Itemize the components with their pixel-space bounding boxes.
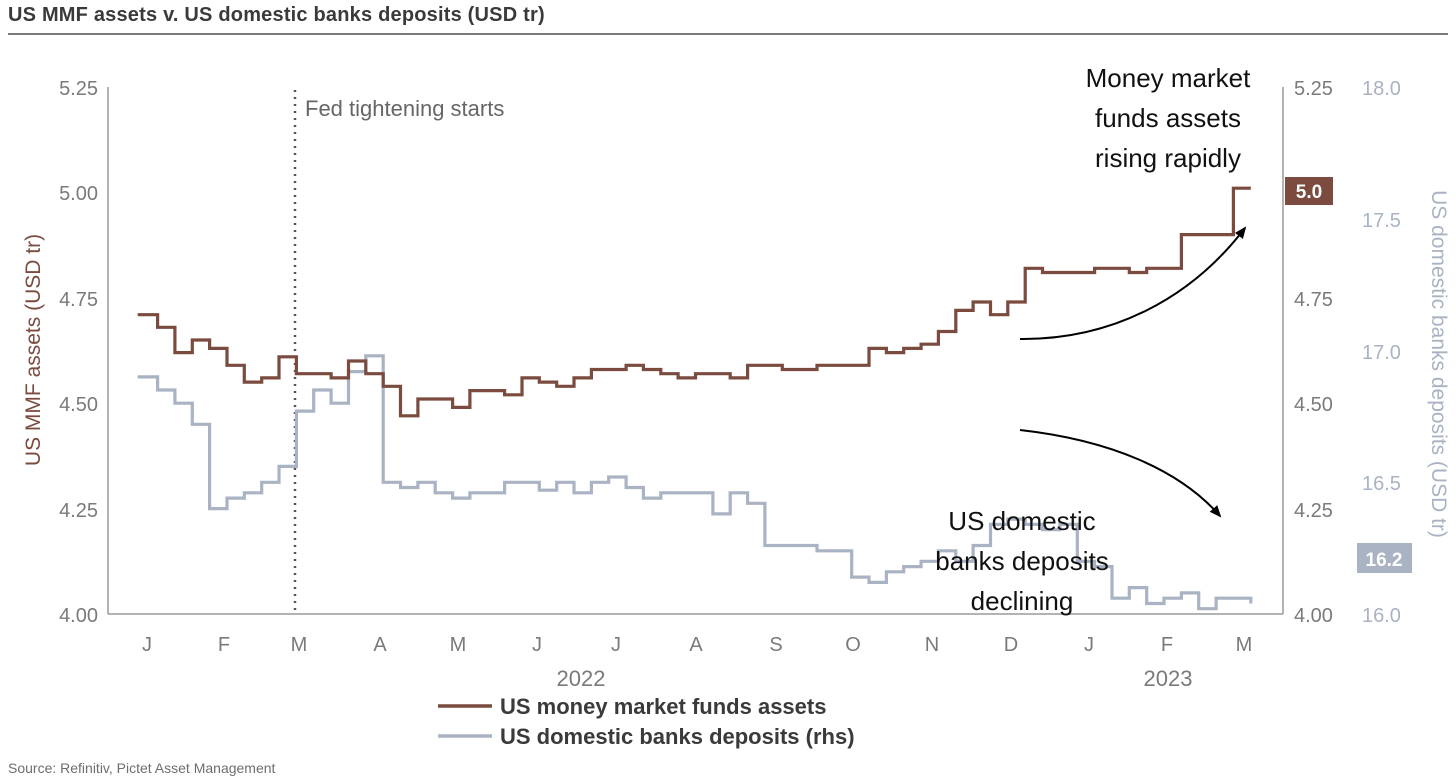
right-outer-tick-label: 16.5 xyxy=(1362,473,1401,495)
declining-arrow xyxy=(1019,429,1222,518)
left-tick-label: 4.75 xyxy=(59,289,98,311)
right-outer-y-ticks: 18.0 17.5 17.0 16.5 16.0 xyxy=(1362,78,1401,627)
right-outer-tick-label: 17.5 xyxy=(1362,210,1401,232)
x-month-labels: J F M A M J J A S O N D J F M xyxy=(142,634,1252,656)
right-outer-tick-label: 18.0 xyxy=(1362,78,1401,100)
mmf-end-badge-label: 5.0 xyxy=(1296,182,1322,203)
annotation-line: rising rapidly xyxy=(1095,143,1241,173)
legend: US money market funds assets US domestic… xyxy=(438,694,855,749)
month-label: S xyxy=(769,634,782,656)
legend-label-deposits: US domestic banks deposits (rhs) xyxy=(500,724,855,749)
month-label: J xyxy=(611,634,621,656)
annotation-line: Money market xyxy=(1086,63,1251,93)
right-inner-y-ticks: 5.25 4.75 4.50 4.25 4.00 xyxy=(1294,78,1333,627)
right-inner-tick-label: 5.25 xyxy=(1294,78,1333,100)
right-inner-tick-label: 4.25 xyxy=(1294,500,1333,522)
chart-title: US MMF assets v. US domestic banks depos… xyxy=(8,4,545,26)
left-tick-label: 5.25 xyxy=(59,78,98,100)
year-label: 2022 xyxy=(557,666,606,691)
month-label: M xyxy=(450,634,467,656)
deposits-annotation: US domestic banks deposits declining xyxy=(935,506,1108,616)
series-line-mmf xyxy=(137,186,1251,418)
rising-arrow xyxy=(1019,226,1247,341)
annotation-line: funds assets xyxy=(1095,103,1241,133)
legend-label-mmf: US money market funds assets xyxy=(500,694,826,719)
month-label: F xyxy=(1161,634,1173,656)
left-tick-label: 4.50 xyxy=(59,394,98,416)
year-label: 2023 xyxy=(1144,666,1193,691)
mmf-annotation: Money market funds assets rising rapidly xyxy=(1086,63,1251,173)
annotation-line: banks deposits xyxy=(935,546,1108,576)
fed-tightening-label: Fed tightening starts xyxy=(305,96,504,121)
series-line-deposits xyxy=(137,354,1253,611)
month-label: N xyxy=(925,634,939,656)
deposits-end-badge xyxy=(1357,543,1412,573)
left-tick-label: 5.00 xyxy=(59,183,98,205)
left-tick-label: 4.25 xyxy=(59,500,98,522)
left-tick-label: 4.00 xyxy=(59,605,98,627)
title-divider xyxy=(8,33,1448,35)
annotation-line: declining xyxy=(971,586,1074,616)
deposits-end-badge-label: 16.2 xyxy=(1366,550,1403,571)
right-inner-tick-label: 4.75 xyxy=(1294,289,1333,311)
month-label: F xyxy=(218,634,230,656)
source-note: Source: Refinitiv, Pictet Asset Manageme… xyxy=(8,760,276,776)
month-label: A xyxy=(689,634,703,656)
left-axis-title: US MMF assets (USD tr) xyxy=(22,234,45,466)
month-label: M xyxy=(1236,634,1253,656)
month-label: O xyxy=(845,634,861,656)
annotation-line: US domestic xyxy=(948,506,1095,536)
right-axis-title: US domestic banks deposits (USD tr) xyxy=(1427,190,1450,538)
month-label: M xyxy=(291,634,308,656)
right-inner-tick-label: 4.00 xyxy=(1294,605,1333,627)
month-label: A xyxy=(373,634,387,656)
month-label: J xyxy=(1084,634,1094,656)
right-outer-tick-label: 16.0 xyxy=(1362,605,1401,627)
month-label: J xyxy=(142,634,152,656)
right-inner-tick-label: 4.50 xyxy=(1294,394,1333,416)
month-label: J xyxy=(532,634,542,656)
right-outer-tick-label: 17.0 xyxy=(1362,342,1401,364)
left-y-ticks: 5.25 5.00 4.75 4.50 4.25 4.00 xyxy=(59,78,98,627)
mmf-end-badge xyxy=(1285,177,1333,205)
month-label: D xyxy=(1004,634,1018,656)
